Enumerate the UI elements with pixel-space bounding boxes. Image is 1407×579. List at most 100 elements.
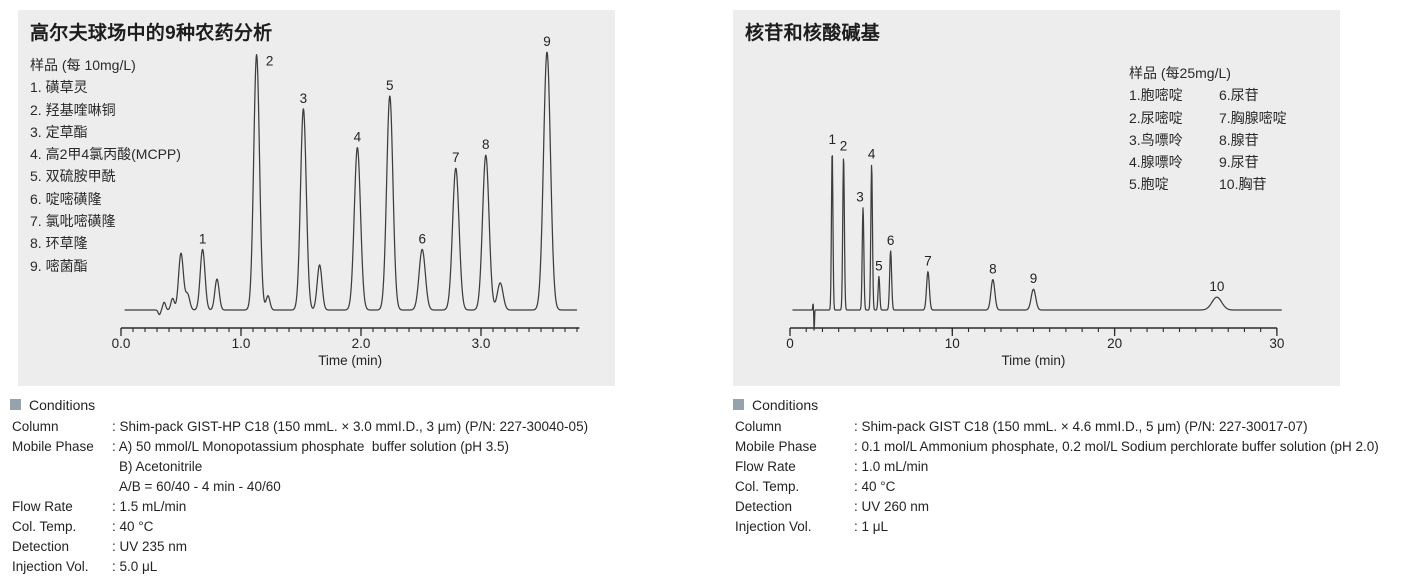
chromatogram-trace	[792, 155, 1282, 331]
condition-row: Col. Temp. : 40 °C	[10, 517, 720, 537]
condition-label: Injection Vol.	[12, 559, 89, 574]
analyte-item: 4. 高2甲4氯丙酸(MCPP)	[30, 146, 181, 163]
conditions-section-nucleosides: Conditions Column: Shim-pack GIST C18 (1…	[733, 397, 1407, 537]
x-axis-tick-label: 30	[1269, 336, 1284, 351]
analyte-item: 1. 磺草灵	[30, 79, 88, 96]
peak-label: 8	[482, 137, 490, 152]
condition-row: B) Acetonitrile	[10, 457, 720, 477]
condition-row: Column: Shim-pack GIST C18 (150 mmL. × 4…	[733, 417, 1407, 437]
peak-label: 2	[840, 138, 848, 153]
x-axis-tick-label: 0	[786, 336, 794, 351]
analyte-item: 7. 氯吡嘧磺隆	[30, 213, 116, 230]
condition-row: Detection : UV 260 nm	[733, 497, 1407, 517]
peak-label: 4	[868, 146, 876, 161]
sample-list-nucleosides: 样品 (每25mg/L) 1.胞嘧啶 6.尿苷 2.尿嘧啶 7.胸腺嘧啶 3.鸟嘌呤 8.…	[1129, 62, 1287, 196]
sample-list-pesticides: 样品 (每 10mg/L) 1. 磺草灵 2. 羟基喹啉铜 3. 定草酯 4. 高2甲…	[30, 54, 181, 277]
condition-value: : 5.0 μL	[112, 559, 158, 574]
condition-label: Detection	[735, 499, 793, 514]
analyte-row: 2.尿嘧啶 7.胸腺嘧啶	[1129, 107, 1287, 129]
conditions-header: Conditions	[10, 396, 720, 413]
x-axis-tick-label: 2.0	[352, 336, 371, 351]
analyte-item: 9. 嘧菌酯	[30, 257, 88, 274]
condition-label: Column	[735, 419, 782, 434]
peak-label: 6	[887, 233, 895, 248]
condition-row: Flow Rate: 1.0 mL/min	[733, 457, 1407, 477]
conditions-header: Conditions	[733, 397, 1407, 413]
conditions-square-icon	[733, 399, 744, 410]
condition-row: Mobile Phase: A) 50 mmol/L Monopotassium…	[10, 437, 720, 457]
condition-row: Detection : UV 235 nm	[10, 537, 720, 557]
analyte-item: 8. 环草隆	[30, 235, 88, 252]
peak-label: 1	[828, 132, 836, 147]
analyte-row: 1.胞嘧啶 6.尿苷	[1129, 84, 1287, 106]
peak-label: 9	[543, 34, 551, 49]
analyte-item: 10.胸苷	[1219, 176, 1267, 193]
condition-label: Flow Rate	[735, 459, 796, 474]
condition-value: : UV 235 nm	[112, 539, 188, 554]
condition-value: : Shim-pack GIST-HP C18 (150 mmL. × 3.0 …	[112, 419, 589, 434]
condition-row: Col. Temp.: 40 °C	[733, 477, 1407, 497]
condition-value: : 40 °C	[854, 479, 896, 494]
analyte-row: 5.胞啶 10.胸苷	[1129, 173, 1287, 195]
analyte-item: 2.尿嘧啶	[1129, 109, 1183, 126]
condition-label: Detection	[12, 539, 70, 554]
analyte-item: 9.尿苷	[1219, 154, 1259, 171]
x-axis-tick-label: 20	[1107, 336, 1122, 351]
analyte-row: 4.腺嘌呤 9.尿苷	[1129, 151, 1287, 173]
analyte-item: 1.胞嘧啶	[1129, 87, 1183, 104]
analyte-row: 3.鸟嘌呤 8.腺苷	[1129, 129, 1287, 151]
analyte-item: 6. 啶嘧磺隆	[30, 190, 102, 207]
condition-value: : 0.1 mol/L Ammonium phosphate, 0.2 mol/…	[854, 439, 1379, 454]
condition-row: Injection Vol. : 5.0 μL	[10, 557, 720, 577]
condition-value: A/B = 60/40 - 4 min - 40/60	[119, 479, 281, 494]
chart-title-pesticides: 高尔夫球场中的9种农药分析	[30, 23, 273, 44]
condition-label: Column	[12, 419, 59, 434]
x-axis-tick-label: 3.0	[472, 336, 491, 351]
x-axis-title: Time (min)	[318, 353, 382, 368]
condition-value: : 40 °C	[112, 519, 154, 534]
condition-row: Flow Rate : 1.5 mL/min	[10, 497, 720, 517]
chromatogram-panel-nucleosides: 核苷和核酸碱基 样品 (每25mg/L) 1.胞嘧啶 6.尿苷 2.尿嘧啶 7.胸腺嘧…	[733, 10, 1340, 386]
peak-label: 2	[266, 54, 274, 69]
condition-label: Flow Rate	[12, 499, 73, 514]
analyte-item: 7.胸腺嘧啶	[1219, 109, 1287, 126]
peak-label: 3	[300, 91, 308, 106]
peak-label: 7	[924, 254, 932, 269]
peak-label: 5	[386, 78, 394, 93]
condition-row: Mobile Phase : 0.1 mol/L Ammonium phospha…	[733, 437, 1407, 457]
peak-label: 8	[989, 262, 997, 277]
analyte-item: 8.腺苷	[1219, 131, 1259, 148]
peak-label: 7	[452, 150, 460, 165]
peak-label: 1	[199, 231, 207, 246]
condition-row: Injection Vol. : 1 μL	[733, 517, 1407, 537]
sample-header: 样品 (每25mg/L)	[1129, 65, 1231, 81]
condition-row: A/B = 60/40 - 4 min - 40/60	[10, 477, 720, 497]
conditions-header-label: Conditions	[29, 396, 96, 413]
analyte-item: 5. 双硫胺甲酰	[30, 168, 116, 185]
condition-label: Mobile Phase	[12, 439, 94, 454]
chromatogram-trace	[124, 51, 578, 316]
x-axis-tick-label: 1.0	[232, 336, 251, 351]
peak-label: 6	[418, 231, 426, 246]
condition-label: Mobile Phase	[735, 439, 817, 454]
peak-label: 5	[875, 258, 883, 273]
condition-value: : UV 260 nm	[854, 499, 930, 514]
peak-label: 9	[1030, 271, 1038, 286]
analyte-item: 3. 定草酯	[30, 123, 88, 140]
conditions-square-icon	[10, 399, 21, 410]
condition-row: Column : Shim-pack GIST-HP C18 (150 mmL. …	[10, 417, 720, 437]
condition-label: Col. Temp.	[12, 519, 77, 534]
peak-label: 4	[354, 129, 362, 144]
condition-label: Injection Vol.	[735, 519, 812, 534]
analyte-list: 1.胞嘧啶 6.尿苷 2.尿嘧啶 7.胸腺嘧啶 3.鸟嘌呤 8.腺苷 4.腺嘌呤 9.尿苷 5.…	[1129, 84, 1287, 195]
conditions-rows: Column: Shim-pack GIST C18 (150 mmL. × 4…	[733, 417, 1407, 537]
x-axis-tick-label: 0.0	[112, 336, 131, 351]
chart-title-nucleosides: 核苷和核酸碱基	[745, 23, 881, 44]
condition-value: : 1 μL	[854, 519, 889, 534]
condition-value: B) Acetonitrile	[119, 459, 203, 474]
sample-header: 样品 (每 10mg/L)	[30, 57, 136, 73]
peak-label: 10	[1209, 279, 1224, 294]
condition-value: : 1.5 mL/min	[112, 499, 187, 514]
